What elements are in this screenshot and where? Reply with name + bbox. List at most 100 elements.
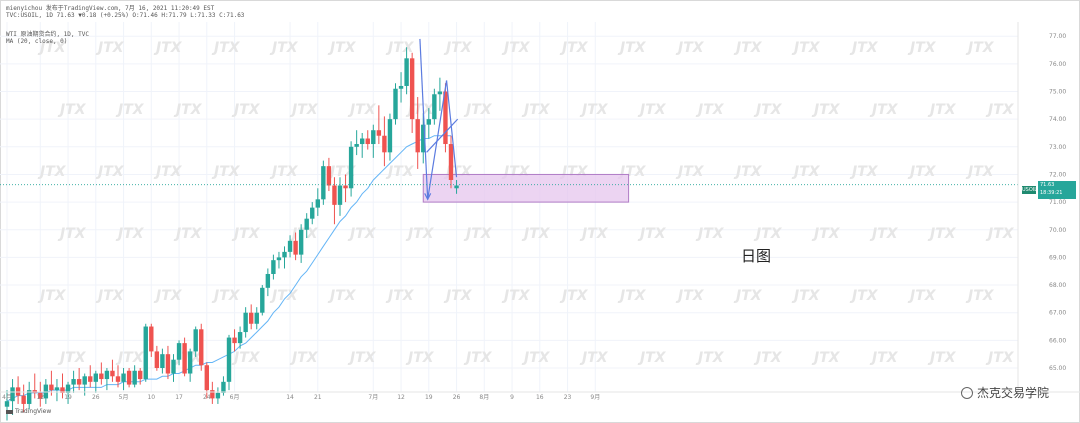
watermark-text: JTX (521, 350, 551, 366)
candle (332, 177, 337, 225)
watermark-text: JTX (927, 350, 957, 366)
candle (315, 188, 320, 216)
watermark-text: JTX (37, 288, 67, 304)
watermark-text: JTX (443, 288, 473, 304)
candle (221, 376, 226, 396)
candle (99, 362, 104, 385)
watermark-text: JTX (695, 350, 725, 366)
candle-body (310, 207, 315, 219)
candle (126, 368, 132, 388)
trend-line (426, 118, 459, 153)
instrument-title[interactable]: WTI 原油期货合约, 1D, TVC (6, 31, 89, 38)
x-tick-label: 8月 (479, 394, 489, 401)
candle (293, 232, 298, 261)
watermark-text: JTX (907, 288, 937, 304)
candle (298, 224, 304, 263)
candle-body (226, 337, 232, 382)
indicator-label[interactable]: MA (20, close, 0) (6, 38, 68, 45)
x-tick-label: 10 (147, 394, 155, 401)
brand-text: 杰克交易学院 (977, 386, 1050, 400)
candle-body (210, 390, 215, 399)
candle-body (165, 354, 171, 374)
candle-body (82, 376, 87, 385)
watermark-text: JTX (57, 350, 87, 366)
candle-body (448, 144, 454, 180)
candle (149, 323, 154, 357)
x-tick-label: 19 (425, 394, 433, 401)
candle-body (215, 392, 221, 399)
watermark-text: JTX (327, 288, 357, 304)
candle-body (260, 287, 265, 313)
candle-body (293, 240, 298, 255)
watermark-text: JTX (153, 164, 183, 180)
watermark-text: JTX (173, 226, 203, 242)
watermark-text: JTX (733, 288, 763, 304)
candle-body (115, 376, 121, 382)
watermark-text: JTX (965, 164, 995, 180)
watermark-text: JTX (37, 164, 67, 180)
candle-body (38, 392, 43, 399)
candle (243, 307, 248, 338)
y-axis: 65.00 66.00 67.00 68.00 69.00 70.00 71.00 72.00… (1017, 22, 1066, 392)
x-tick-label: 12 (36, 394, 44, 401)
candle-body (49, 384, 54, 391)
y-tick-label: 68.00 (1049, 282, 1066, 289)
watermark-text: JTX (617, 40, 647, 56)
candle (398, 72, 404, 103)
y-tick-label: 73.00 (1049, 144, 1066, 151)
watermark-text: JTX (347, 102, 377, 118)
candle (348, 141, 354, 197)
candle (226, 334, 232, 391)
price-tag-price: 71.63 (1040, 182, 1055, 188)
candle-body (138, 370, 143, 380)
candle (165, 345, 171, 380)
candle (160, 348, 165, 374)
candle-body (71, 379, 76, 385)
candle-body (343, 185, 348, 189)
candle-body (249, 312, 254, 324)
tradingview-logo-text: TradingView (15, 408, 52, 415)
watermark-text: JTX (347, 350, 377, 366)
watermark-text: JTX (115, 102, 145, 118)
watermark-text: JTX (405, 226, 435, 242)
candle (76, 368, 82, 391)
watermark-text: JTX (501, 40, 531, 56)
candle (93, 370, 98, 393)
candle-body (126, 370, 132, 385)
candle-body (315, 199, 320, 208)
candle (38, 381, 43, 407)
tradingview-logo[interactable]: TradingView (6, 408, 51, 415)
watermark-text: JTX (115, 226, 145, 242)
watermark-text: JTX (57, 226, 87, 242)
watermark-text: JTX (231, 102, 261, 118)
watermark-text: JTX (95, 164, 125, 180)
candle-body (304, 218, 309, 230)
watermark-text: JTX (927, 102, 957, 118)
candle-body (60, 387, 65, 393)
candle (154, 345, 160, 371)
x-tick-label: 6月 (230, 394, 240, 401)
price-tag: USOIL 71.63 18:39:21 (1022, 181, 1076, 199)
watermark-text: JTX (985, 350, 1015, 366)
x-tick-label: 16 (536, 394, 544, 401)
brand-icon (961, 386, 973, 399)
candle-body (254, 312, 259, 324)
watermark-text: JTX (579, 350, 609, 366)
x-tick-label: 26 (453, 394, 461, 401)
candle (343, 174, 348, 203)
watermark-text: JTX (211, 40, 241, 56)
candle-body (176, 343, 182, 360)
candle-body (415, 119, 420, 153)
candle (432, 88, 437, 125)
candle-body (437, 91, 443, 95)
grid (0, 22, 1018, 392)
x-tick-label: 12 (397, 394, 405, 401)
price-tag-countdown: 18:39:21 (1040, 190, 1063, 196)
symbol-ohlc: TVC:USOIL, 1D 71.63 ▼0.18 (+0.25%) O:71.… (6, 12, 245, 19)
watermark-text: JTX (753, 226, 783, 242)
candle (365, 130, 370, 150)
candle (360, 132, 365, 158)
x-axis: 4月 12 19 26 5月 10 17 24 6月 14 21 7月 12 19 26 8月 9 16 23 9月 (0, 391, 1080, 401)
candle-body (332, 185, 337, 205)
